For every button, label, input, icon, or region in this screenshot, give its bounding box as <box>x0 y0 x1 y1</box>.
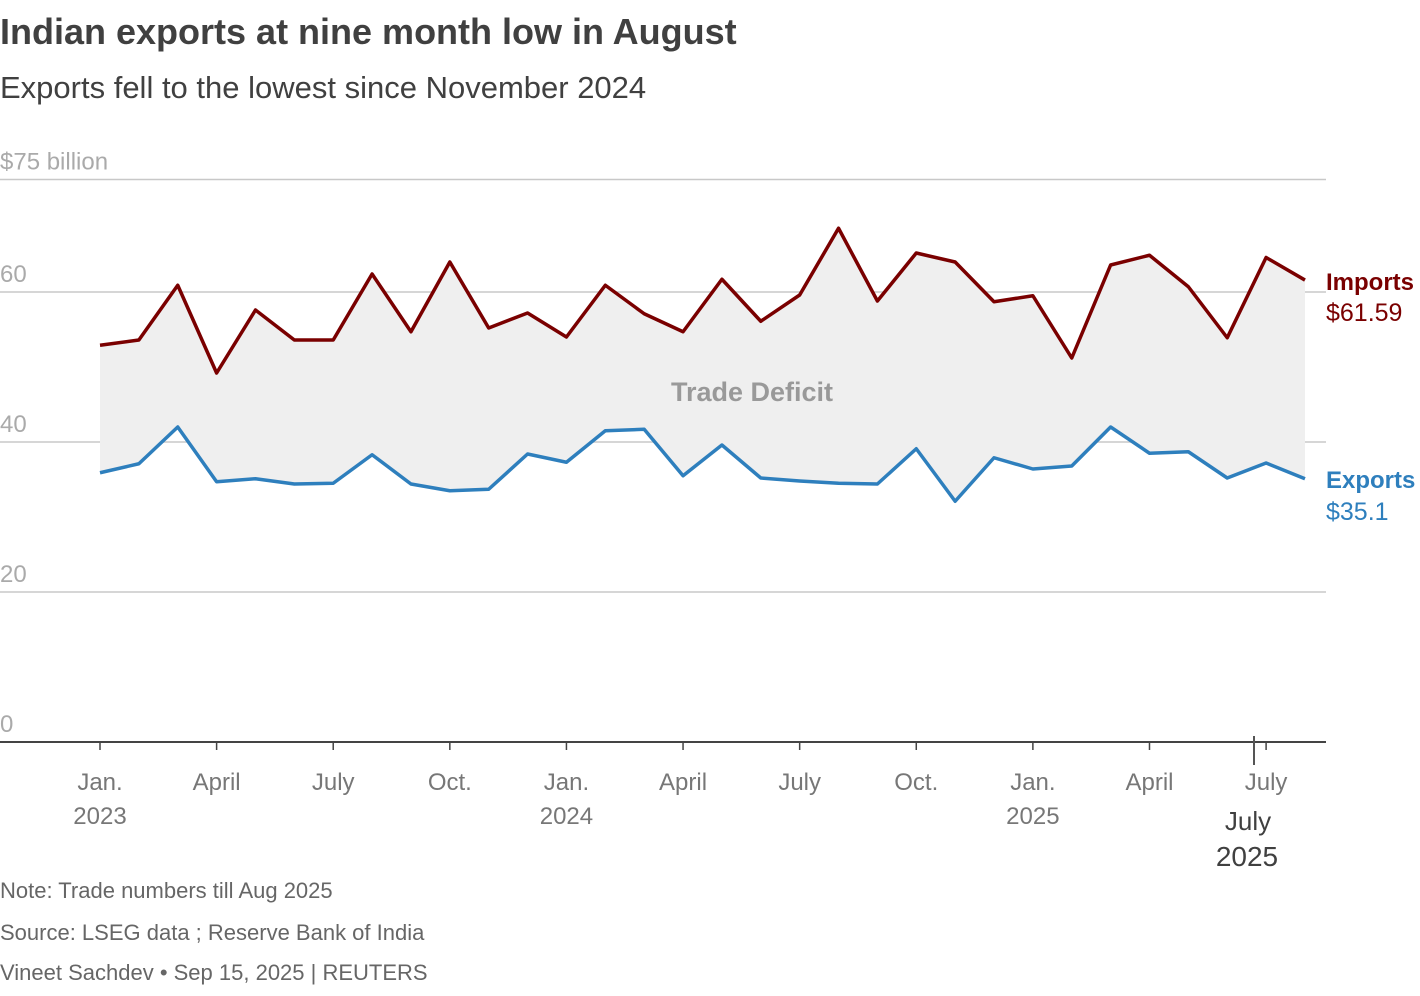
footer-credit: Vineet Sachdev • Sep 15, 2025 | REUTERS <box>0 960 428 985</box>
x-tick-label: Oct. <box>428 769 472 796</box>
x-tick-label: July <box>1245 769 1288 796</box>
hover-marker: July 2025 <box>1216 736 1278 872</box>
x-tick-label: April <box>1125 769 1173 796</box>
x-tick-label: Jan. <box>1010 769 1055 796</box>
trade-deficit-area <box>100 228 1305 502</box>
x-tick-label: Oct. <box>894 769 938 796</box>
x-tick-label: July <box>312 769 355 796</box>
footer-note: Note: Trade numbers till Aug 2025 <box>0 878 333 903</box>
exports-legend-label: Exports <box>1326 467 1415 494</box>
chart-subtitle: Exports fell to the lowest since Novembe… <box>0 70 646 105</box>
x-tick-year: 2023 <box>73 803 126 830</box>
chart-title: Indian exports at nine month low in Augu… <box>0 11 737 52</box>
hover-label: July <box>1225 806 1271 836</box>
x-tick-year: 2024 <box>540 803 593 830</box>
y-tick-label: 60 <box>0 261 27 288</box>
trade-deficit-label: Trade Deficit <box>671 377 833 407</box>
x-tick-label: July <box>778 769 821 796</box>
y-tick-label: 0 <box>0 711 13 738</box>
x-tick-label: April <box>659 769 707 796</box>
footer-source: Source: LSEG data ; Reserve Bank of Indi… <box>0 920 425 945</box>
x-tick-label: Jan. <box>544 769 589 796</box>
x-tick-year: 2025 <box>1006 803 1059 830</box>
exports-end-value: $35.1 <box>1326 498 1389 526</box>
y-tick-label: $75 billion <box>0 149 108 176</box>
imports-legend-label: Imports <box>1326 269 1414 296</box>
exports-line <box>99 425 1306 503</box>
y-tick-label: 20 <box>0 561 27 588</box>
x-tick-label: April <box>193 769 241 796</box>
x-tick-label: Jan. <box>77 769 122 796</box>
imports-end-value: $61.59 <box>1326 299 1402 327</box>
hover-year: 2025 <box>1216 841 1278 872</box>
y-tick-label: 40 <box>0 411 27 438</box>
imports-line <box>99 226 1306 375</box>
